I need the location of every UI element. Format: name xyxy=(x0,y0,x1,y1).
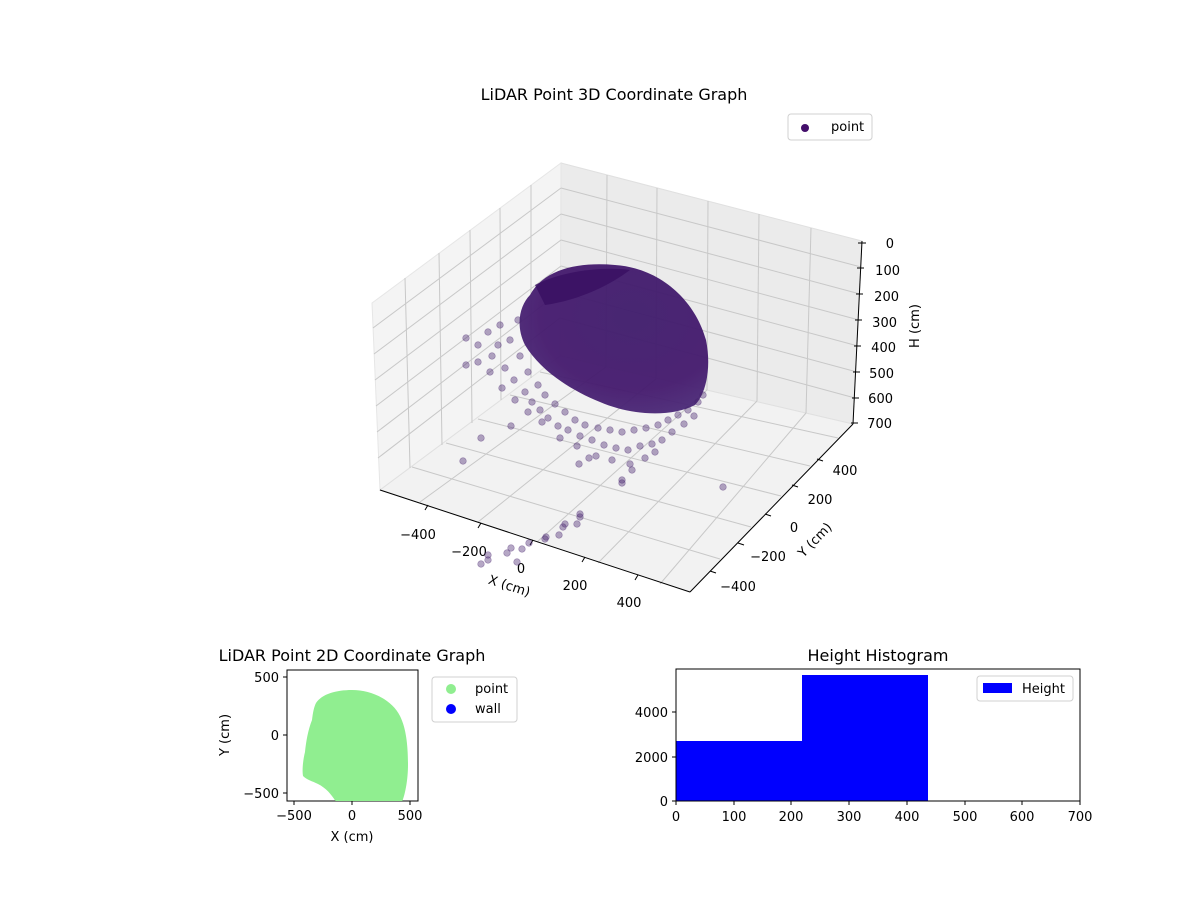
legend-marker-wall xyxy=(446,704,456,714)
legend-marker-point xyxy=(801,124,809,132)
x-tick-label: 100 xyxy=(722,810,747,825)
y-axis-line xyxy=(689,423,854,593)
histogram-ticks xyxy=(672,711,1081,805)
plot-2d-ticks xyxy=(283,676,411,805)
x-ticks xyxy=(424,504,639,581)
x-axis-label: X (cm) xyxy=(486,573,532,601)
x-tick-label: −200 xyxy=(451,545,487,560)
y-axis-label: Y (cm) xyxy=(218,714,233,757)
y-tick-label: 2000 xyxy=(635,751,668,766)
z-ticks xyxy=(851,242,866,424)
legend-patch-height xyxy=(983,683,1012,693)
x-tick-label: 500 xyxy=(398,809,423,824)
y-tick-label: −500 xyxy=(243,787,279,802)
x-tick-label: 200 xyxy=(779,810,804,825)
plot-3d: LiDAR Point 3D Coordinate Graph xyxy=(371,85,923,611)
z-tick-label: 500 xyxy=(869,367,894,382)
y-tick-label: 400 xyxy=(833,464,858,479)
x-axis-line xyxy=(379,489,691,593)
y-ticks xyxy=(709,458,824,574)
z-tick-label: 100 xyxy=(875,264,900,279)
x-tick-label: 400 xyxy=(617,596,642,611)
x-tick-label: 0 xyxy=(348,809,356,824)
legend-marker-point xyxy=(446,684,456,694)
x-tick-label: 0 xyxy=(517,562,525,577)
legend-histogram: Height xyxy=(976,675,1074,702)
x-tick-label: 500 xyxy=(953,810,978,825)
legend-label-point: point xyxy=(831,120,864,135)
z-tick-label: 600 xyxy=(868,392,893,407)
legend-2d: point wall xyxy=(431,676,518,723)
plot-histogram: Height Histogram 0 100 200 300 400 500 6… xyxy=(635,646,1093,825)
z-tick-label: 300 xyxy=(872,316,897,331)
y-tick-label: 0 xyxy=(271,729,279,744)
y-tick-label: 0 xyxy=(790,521,798,536)
x-tick-label: 300 xyxy=(837,810,862,825)
x-tick-label: 0 xyxy=(672,810,680,825)
z-tick-label: 200 xyxy=(874,290,899,305)
plot-2d: LiDAR Point 2D Coordinate Graph −500 0 5… xyxy=(218,646,518,845)
y-tick-label: −200 xyxy=(750,550,786,565)
z-axis-line xyxy=(852,240,863,425)
x-tick-label: 200 xyxy=(563,579,588,594)
y-tick-label: 200 xyxy=(808,493,833,508)
y-tick-label: −400 xyxy=(720,580,756,595)
x-tick-label: −500 xyxy=(276,809,312,824)
z-axis-label: H (cm) xyxy=(908,304,923,348)
y-tick-label: 4000 xyxy=(635,706,668,721)
plot-2d-title: LiDAR Point 2D Coordinate Graph xyxy=(219,646,486,665)
x-tick-label: 700 xyxy=(1068,810,1093,825)
y-axis-label: Y (cm) xyxy=(795,520,836,561)
legend-label-height: Height xyxy=(1022,682,1065,697)
x-tick-label: 400 xyxy=(895,810,920,825)
histogram-bar-2 xyxy=(802,675,928,801)
y-tick-label: 500 xyxy=(254,671,279,686)
z-tick-label: 700 xyxy=(867,417,892,432)
z-tick-label: 400 xyxy=(871,341,896,356)
x-tick-label: −400 xyxy=(400,528,436,543)
x-tick-label: 600 xyxy=(1010,810,1035,825)
x-axis-label: X (cm) xyxy=(331,830,374,845)
plot-3d-title: LiDAR Point 3D Coordinate Graph xyxy=(481,85,748,104)
z-tick-label: 0 xyxy=(886,237,894,252)
histogram-title: Height Histogram xyxy=(808,646,949,665)
legend-3d: point xyxy=(787,113,873,141)
legend-label-point: point xyxy=(475,682,508,697)
legend-label-wall: wall xyxy=(475,702,501,717)
point-cloud-2d xyxy=(302,690,408,801)
y-tick-label: 0 xyxy=(660,795,668,810)
point-cloud-3d xyxy=(459,264,727,568)
histogram-bar-1 xyxy=(676,741,802,801)
